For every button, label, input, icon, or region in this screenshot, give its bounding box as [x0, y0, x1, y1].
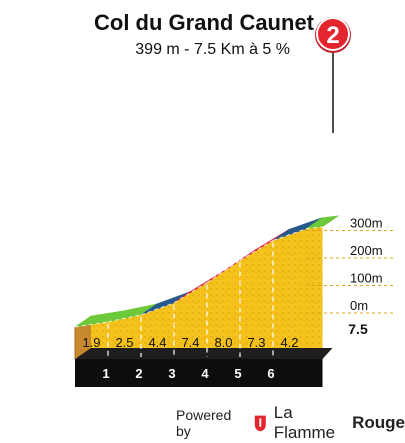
profile-layer [74, 215, 394, 387]
y-tick-label: 300m [350, 216, 383, 231]
end-distance-label: 7.5 [348, 321, 368, 337]
km-marker-label: 4 [201, 366, 209, 381]
gradient-value-label: 2.5 [115, 335, 133, 350]
brand-name-part2[interactable]: Rouge [352, 413, 405, 432]
climb-number: 2 [326, 22, 339, 49]
gradient-value-label: 4.4 [148, 335, 166, 350]
badge-circle [316, 17, 350, 51]
powered-by-text: Powered by [176, 407, 232, 439]
y-tick-label: 100m [350, 271, 383, 286]
labels-layer: 0m 100m 200m 300m 1.9 2.5 4.4 7.4 8.0 7.3 4.2 1 2 3 4 5… [82, 216, 382, 382]
gradient-value-label: 7.4 [181, 335, 199, 350]
brand-name-part1[interactable]: La Flamme [273, 403, 336, 442]
profile-base [75, 359, 323, 387]
km-marker-label: 1 [102, 366, 109, 381]
km-marker-label: 5 [234, 366, 241, 381]
band-dash-km-2 [107, 314, 142, 323]
y-tick-label: 0m [350, 298, 368, 313]
gradient-value-label: 8.0 [214, 335, 232, 350]
gradient-band-km-8 [305, 215, 339, 230]
km-marker-label: 2 [135, 366, 142, 381]
band-dash-km-1 [74, 321, 109, 328]
band-dash-km-3 [140, 302, 175, 316]
km-marker-label: 3 [168, 366, 175, 381]
km-marker-label: 6 [267, 366, 274, 381]
flame-logo-icon [254, 415, 266, 432]
band-dash-km-8 [305, 226, 323, 230]
profile-base-top [75, 348, 333, 359]
gradient-value-label: 7.3 [247, 335, 265, 350]
band-dash-km-7 [272, 228, 307, 241]
profile-body [75, 226, 323, 359]
climb-number-badge: 2 [315, 17, 351, 133]
climb-title: Col du Grand Caunet [94, 10, 314, 35]
y-tick-label: 200m [350, 243, 383, 258]
footer: Powered by La Flamme Rouge [176, 403, 405, 442]
gradient-value-label: 1.9 [82, 335, 100, 350]
gradient-value-label: 4.2 [280, 335, 298, 350]
climb-stats: 399 m - 7.5 Km à 5 % [135, 41, 290, 58]
